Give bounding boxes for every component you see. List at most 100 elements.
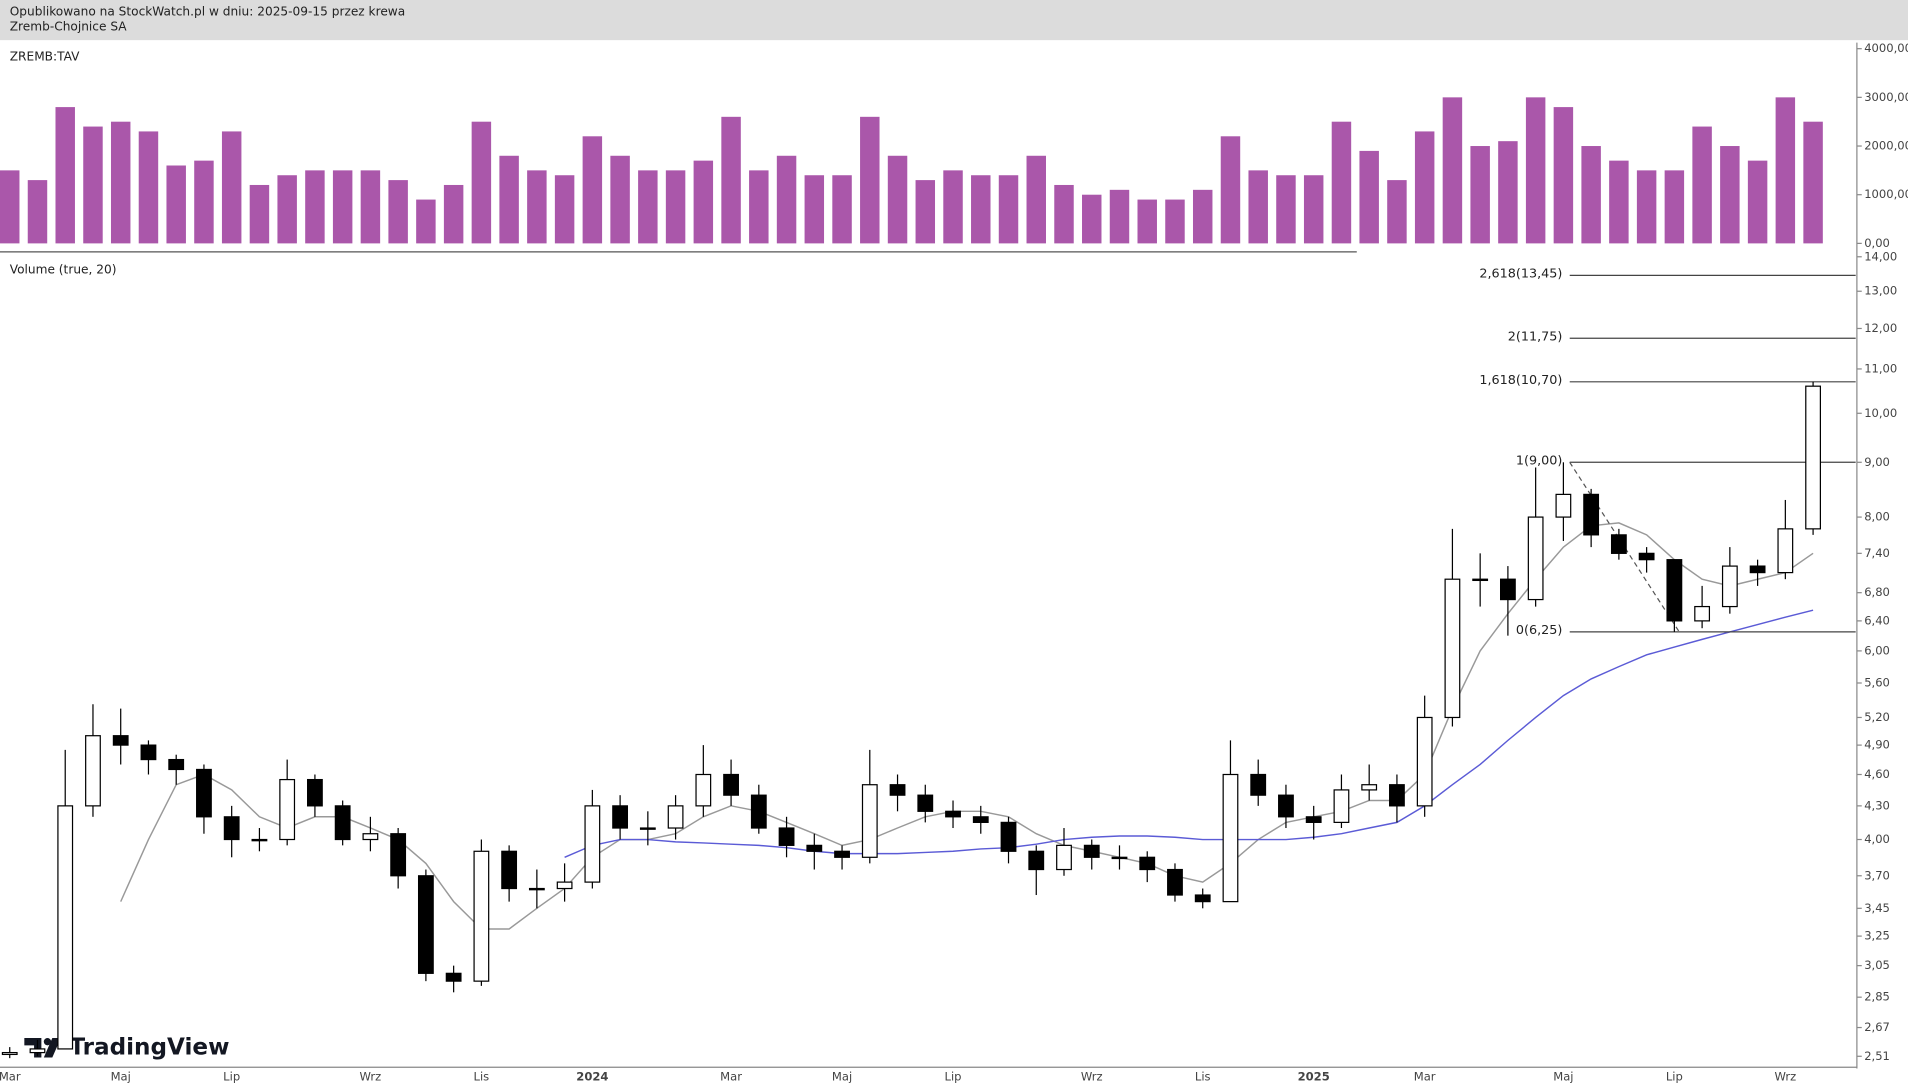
volume-bar — [1054, 184, 1074, 244]
candle-body — [723, 773, 739, 796]
candle-body — [140, 744, 157, 761]
candle-body — [1805, 385, 1821, 530]
volume-bar — [776, 155, 797, 244]
volume-bar — [1359, 150, 1379, 244]
volume-bar — [499, 155, 519, 244]
volume-bar — [610, 155, 630, 244]
candle-body — [1305, 816, 1322, 823]
candle-body — [307, 778, 323, 807]
volume-bar — [305, 170, 325, 244]
y-tick-label: 2,51 — [1864, 1049, 1890, 1063]
y-tick-label: 6,80 — [1864, 585, 1890, 599]
moving-average — [564, 609, 1814, 858]
candle-body — [917, 794, 934, 812]
volume-bar — [443, 184, 464, 244]
volume-bar — [915, 180, 936, 244]
y-tick-label: 4000,00 — [1864, 41, 1908, 55]
volume-bar — [277, 175, 297, 244]
candle-body — [834, 850, 850, 858]
volume-bar — [1109, 189, 1130, 244]
volume-bar — [138, 131, 159, 244]
volume-bar — [1470, 146, 1490, 244]
candle-body — [806, 844, 823, 852]
y-tick-label: 8,00 — [1864, 510, 1890, 524]
candle-body — [528, 887, 545, 891]
volume-bar — [1553, 107, 1574, 244]
candle-body — [223, 816, 240, 841]
candle-body — [695, 773, 712, 807]
volume-bar — [194, 160, 214, 244]
y-tick-label: 0,00 — [1864, 236, 1890, 250]
volume-bar — [1220, 136, 1241, 244]
candle-body — [1638, 552, 1655, 561]
y-tick-label: 3,05 — [1864, 958, 1890, 972]
volume-bar — [1692, 126, 1712, 244]
candle-body — [556, 881, 573, 890]
candle-body — [1083, 844, 1100, 858]
y-tick-label: 3,25 — [1864, 929, 1890, 943]
candle-body — [251, 838, 268, 842]
candle-body — [1749, 565, 1766, 574]
fib-label: 2,618(13,45) — [1479, 267, 1562, 282]
x-tick-label: Lip — [1666, 1069, 1683, 1083]
candle-body — [667, 805, 684, 829]
fib-label: 0(6,25) — [1516, 623, 1563, 638]
x-tick-label: Maj — [1553, 1069, 1573, 1083]
candle-body — [85, 735, 101, 807]
candle-body — [1721, 565, 1738, 608]
volume-bar — [804, 175, 825, 244]
y-tick-label: 13,00 — [1864, 284, 1897, 298]
y-tick-label: 5,60 — [1864, 675, 1890, 689]
volume-bar — [1082, 194, 1102, 244]
x-tick-label: Maj — [832, 1069, 852, 1083]
volume-bar — [1636, 170, 1657, 244]
x-tick-label: Mar — [720, 1069, 742, 1083]
candle-body — [334, 805, 351, 841]
volume-bar — [332, 170, 353, 244]
volume-bar — [1747, 160, 1768, 244]
y-tick-label: 1000,00 — [1864, 187, 1908, 201]
volume-bar — [27, 180, 48, 244]
y-tick-label: 3000,00 — [1864, 90, 1908, 104]
candle-body — [168, 758, 185, 771]
logo-icon — [43, 1038, 61, 1058]
panel-title: ZREMB:TAV — [10, 50, 80, 64]
candle-body — [1278, 794, 1294, 818]
candle-body — [29, 1048, 46, 1054]
volume-bar — [221, 131, 242, 244]
candle-body — [889, 784, 906, 796]
candle-body — [279, 778, 296, 841]
logo-icon — [24, 1038, 42, 1058]
volume-bar — [1276, 175, 1296, 244]
candle-body — [778, 827, 795, 846]
candle-body — [1527, 516, 1544, 601]
y-tick-label: 12,00 — [1864, 321, 1897, 335]
candle-body — [390, 833, 407, 877]
volume-bar — [721, 116, 741, 244]
volume-bar — [1720, 146, 1740, 244]
candle-body — [1499, 578, 1516, 601]
volume-bar — [1442, 97, 1463, 244]
x-tick-label: 2024 — [576, 1069, 608, 1083]
volume-bar — [1165, 199, 1185, 244]
volume-bar — [166, 165, 186, 244]
volume-bar — [582, 136, 603, 244]
x-tick-label: Lip — [223, 1069, 240, 1083]
y-tick-label: 14,00 — [1864, 249, 1897, 263]
candle-body — [1139, 856, 1156, 871]
x-tick-label: Mar — [1414, 1069, 1436, 1083]
candle-body — [1610, 534, 1627, 554]
moving-average — [120, 522, 1814, 930]
volume-bar — [1387, 180, 1407, 244]
volume-bar — [971, 175, 991, 244]
candle-body — [750, 794, 767, 829]
y-tick-label: 5,20 — [1864, 710, 1890, 724]
x-tick-label: Wrz — [1081, 1069, 1103, 1083]
candle-body — [1777, 528, 1794, 574]
y-tick-label: 9,00 — [1864, 455, 1890, 469]
candle-body — [473, 850, 490, 982]
fib-label: 1(9,00) — [1516, 454, 1563, 469]
candle-body — [1444, 578, 1461, 719]
